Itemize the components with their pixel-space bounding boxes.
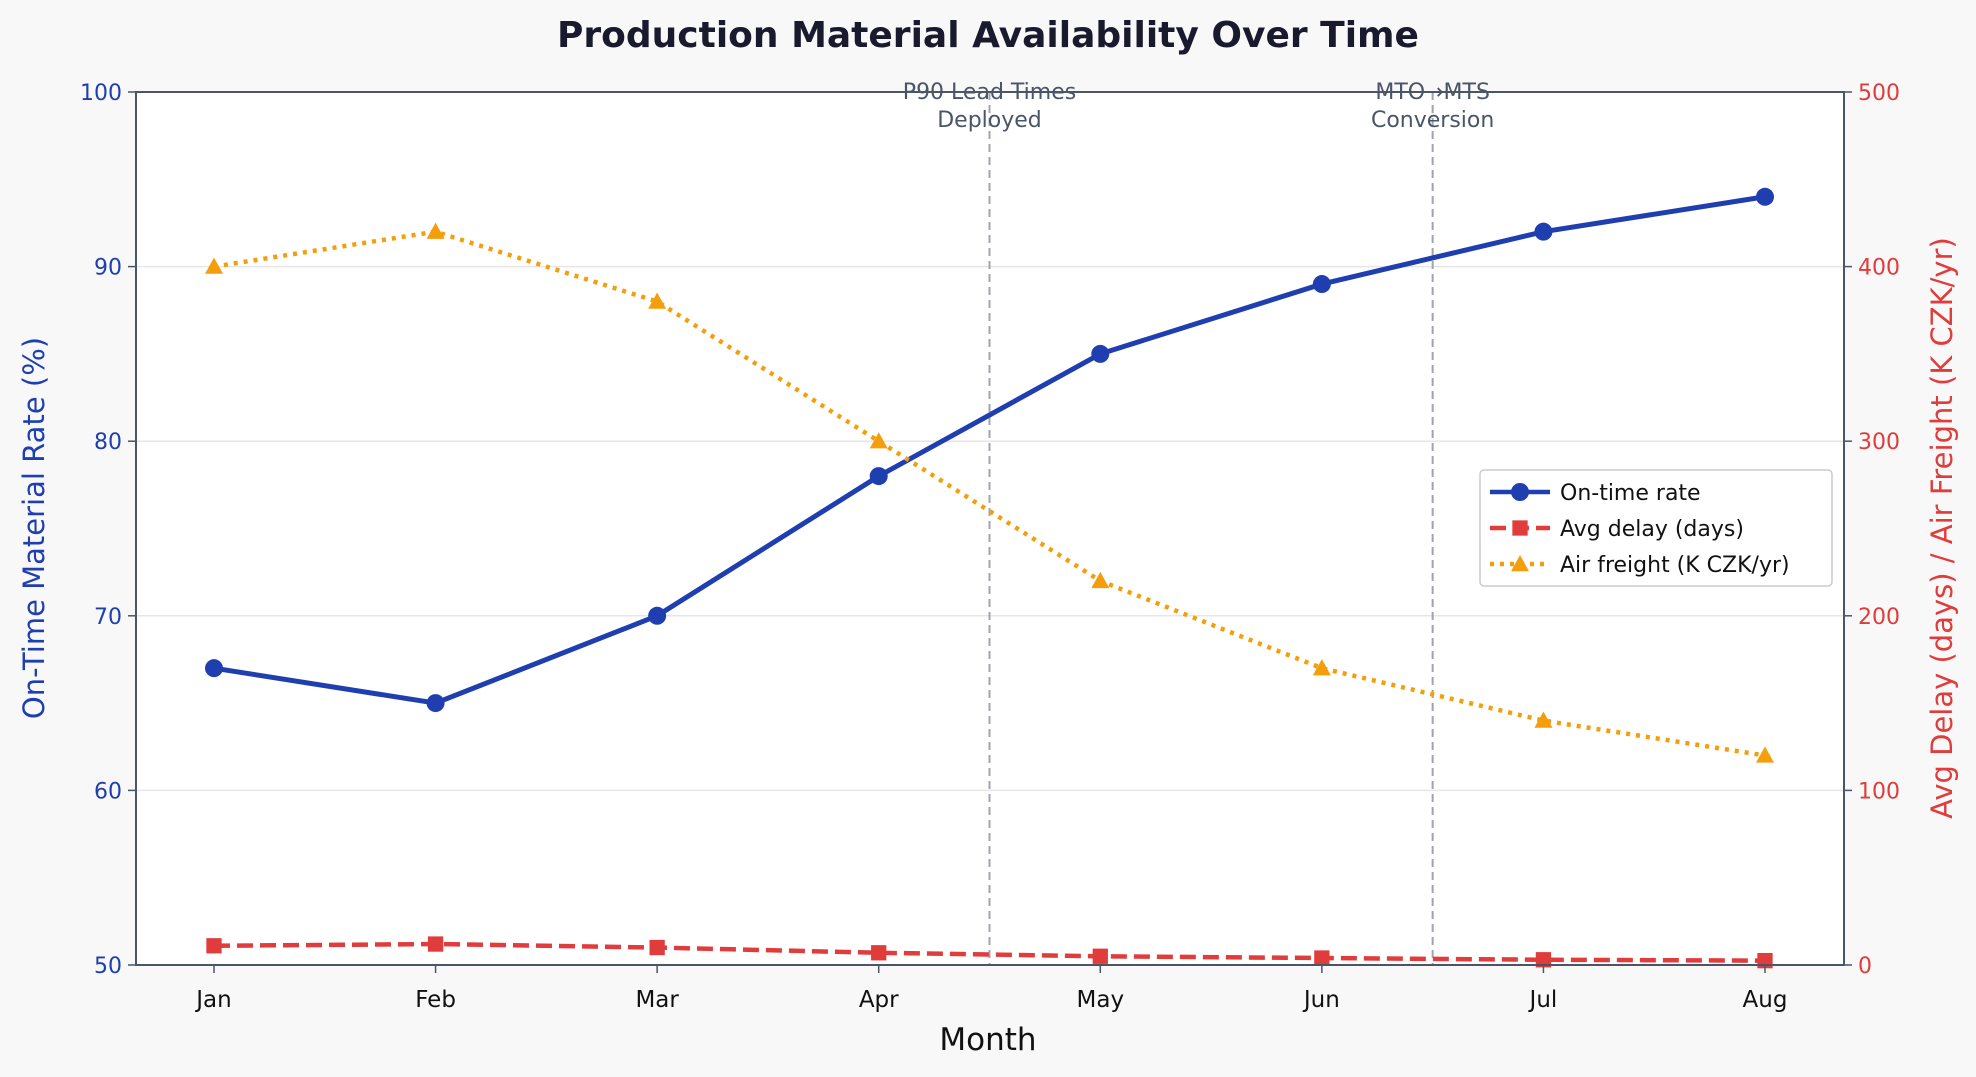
x-tick-label: May (1077, 987, 1125, 1013)
plot-frame (135, 91, 1845, 966)
data-point (1314, 950, 1330, 966)
data-point (1511, 483, 1529, 501)
data-point (1312, 659, 1331, 676)
data-point (1091, 571, 1110, 589)
data-point (1535, 952, 1552, 968)
data-point (869, 467, 888, 486)
data-point (427, 936, 444, 952)
data-point (206, 938, 222, 954)
data-point (649, 939, 665, 956)
data-point (1511, 555, 1529, 572)
legend-label: Air freight (K CZK/yr) (1560, 553, 1790, 578)
y-right-tick-label: 300 (1858, 430, 1900, 455)
x-axis-label: Month (939, 1022, 1036, 1058)
data-point (648, 606, 667, 625)
series-air-freight-k-czk-yr- (205, 222, 1774, 763)
data-point (869, 432, 888, 449)
y-left-tick-label: 100 (80, 81, 122, 106)
data-point (1091, 344, 1110, 363)
data-point (1756, 187, 1774, 206)
legend-box (1479, 469, 1833, 587)
annotation-label: Deployed (937, 108, 1042, 133)
y-left-tick-label: 60 (94, 779, 122, 804)
data-point (1092, 948, 1108, 964)
series-line (213, 194, 1766, 706)
data-point (1534, 222, 1553, 241)
data-point (426, 694, 445, 713)
y-left-tick-label: 80 (94, 430, 122, 455)
x-tick-label: Jan (194, 987, 231, 1013)
y-left-tick-label: 70 (94, 605, 122, 630)
data-point (1534, 711, 1553, 728)
y-right-tick-label: 0 (1858, 954, 1872, 979)
data-point (426, 222, 445, 239)
series-on-time-rate (205, 187, 1774, 713)
y-axis-right-label: Avg Delay (days) / Air Freight (K CZK/yr… (1925, 237, 1959, 819)
x-tick-label: Apr (859, 987, 899, 1013)
annotation-label: Conversion (1371, 108, 1494, 133)
legend: On-time rate Avg delay (days) Air freight … (1479, 469, 1833, 587)
y-right-tick-label: 100 (1858, 779, 1900, 804)
x-tick-label: Jul (1528, 987, 1558, 1013)
data-point (871, 945, 887, 961)
data-point (205, 257, 223, 274)
data-point (1312, 275, 1331, 294)
legend-label: Avg delay (days) (1560, 517, 1744, 542)
x-tick-label: Mar (635, 987, 679, 1013)
y-right-tick-label: 500 (1858, 81, 1900, 106)
y-axis-left-label: On-Time Material Rate (%) (17, 337, 51, 719)
y-left-tick-label: 90 (94, 256, 122, 281)
data-point (1756, 746, 1774, 763)
x-tick-label: Feb (415, 987, 456, 1013)
series-line (213, 941, 1766, 963)
y-left-tick-label: 50 (94, 954, 122, 979)
chart-title: Production Material Availability Over Ti… (557, 15, 1419, 56)
x-tick-label: Jun (1302, 987, 1340, 1013)
data-point (1512, 520, 1528, 536)
y-right-tick-label: 400 (1858, 256, 1900, 281)
series-avg-delay-days- (206, 936, 1773, 969)
data-point (205, 659, 223, 678)
legend-label: On-time rate (1560, 481, 1701, 506)
data-point (648, 292, 667, 309)
y-right-tick-label: 200 (1858, 605, 1900, 630)
series-line (213, 229, 1766, 758)
x-tick-label: Aug (1743, 987, 1788, 1013)
